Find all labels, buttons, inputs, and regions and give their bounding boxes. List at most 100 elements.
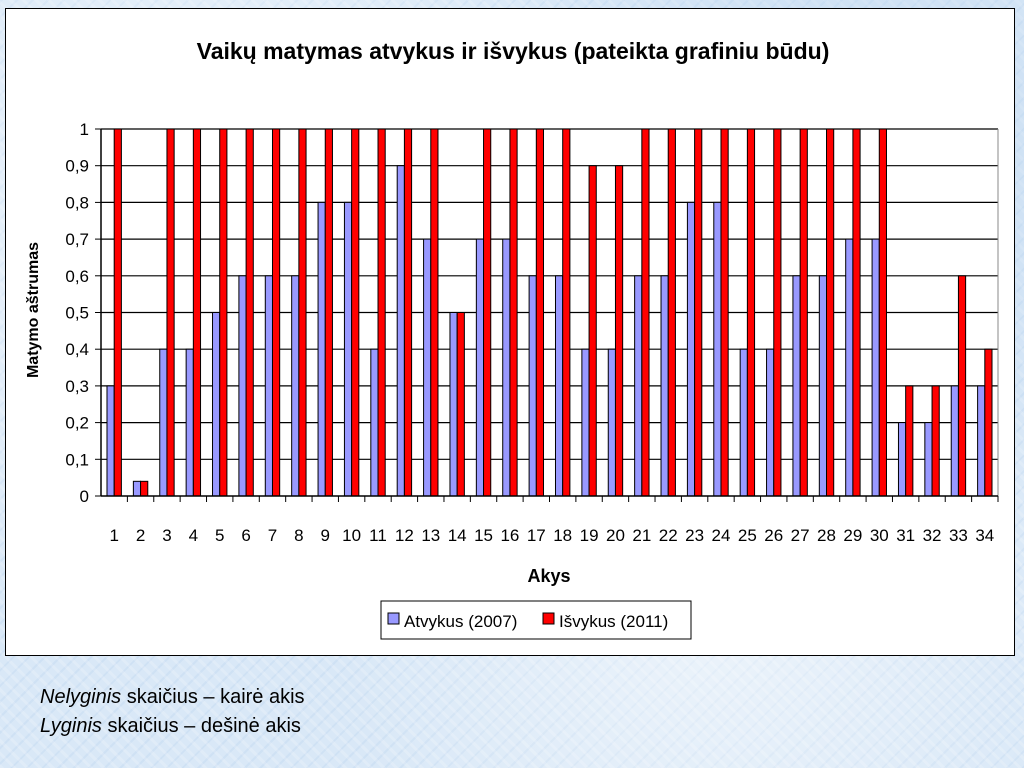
x-tick-label: 18 xyxy=(553,526,572,545)
bar-chart: Vaikų matymas atvykus ir išvykus (pateik… xyxy=(25,38,999,640)
chart-title: Vaikų matymas atvykus ir išvykus (pateik… xyxy=(197,38,830,64)
caption-even-italic: Lyginis xyxy=(40,715,102,737)
bar xyxy=(562,128,571,497)
bar xyxy=(614,165,624,497)
bar xyxy=(185,348,194,497)
bar xyxy=(456,312,465,497)
legend-label-isvykus: Išvykus (2011) xyxy=(559,612,668,631)
bar xyxy=(396,165,405,497)
x-tick-label: 6 xyxy=(241,526,250,545)
x-tick-label: 16 xyxy=(500,526,519,545)
x-tick-label: 21 xyxy=(632,526,651,545)
bar xyxy=(317,201,326,497)
bar xyxy=(667,128,676,497)
bar xyxy=(818,275,828,497)
y-tick-label: 0,9 xyxy=(65,157,89,176)
y-tick-label: 0,1 xyxy=(65,450,89,469)
x-tick-label: 27 xyxy=(791,526,810,545)
bar xyxy=(132,480,142,497)
bar xyxy=(430,128,439,497)
bar xyxy=(931,385,940,497)
bar xyxy=(403,128,413,497)
bar xyxy=(588,165,597,497)
caption-even-text: skaičius – dešinė akis xyxy=(101,715,301,737)
bar xyxy=(298,128,307,497)
bar xyxy=(212,312,221,497)
bar xyxy=(192,128,202,497)
x-tick-label: 28 xyxy=(817,526,836,545)
bar xyxy=(826,128,835,497)
x-tick-label: 32 xyxy=(923,526,942,545)
x-tick-label: 33 xyxy=(949,526,968,545)
bar xyxy=(799,128,808,497)
caption-odd-text: skaičius – kairė akis xyxy=(121,686,305,708)
bar xyxy=(483,128,492,497)
x-tick-label: 14 xyxy=(448,526,467,545)
y-tick-label: 0,8 xyxy=(65,193,89,212)
bar xyxy=(957,275,967,497)
bar xyxy=(660,275,669,497)
bar xyxy=(739,348,748,497)
bar xyxy=(905,385,914,497)
x-tick-label: 3 xyxy=(162,526,171,545)
y-tick-label: 0,7 xyxy=(65,230,89,249)
bar xyxy=(792,275,801,497)
bar xyxy=(324,128,333,497)
x-tick-label: 1 xyxy=(109,526,118,545)
caption-odd-italic: Nelyginis xyxy=(40,686,122,708)
x-tick-label: 9 xyxy=(321,526,330,545)
x-tick-label: 17 xyxy=(527,526,546,545)
x-tick-label: 26 xyxy=(764,526,783,545)
x-tick-label: 34 xyxy=(975,526,994,545)
bar xyxy=(686,201,696,497)
bar xyxy=(343,201,353,497)
x-tick-label: 31 xyxy=(896,526,915,545)
bar xyxy=(746,128,756,497)
legend-swatch-isvykus xyxy=(542,612,555,625)
bar xyxy=(694,128,703,497)
x-tick-label: 4 xyxy=(189,526,198,545)
x-tick-label: 5 xyxy=(215,526,224,545)
bar xyxy=(535,128,545,497)
bar xyxy=(924,422,933,497)
caption-even-number: Lyginis skaičius – dešinė akis xyxy=(40,714,301,738)
y-tick-label: 0 xyxy=(80,487,89,506)
bar xyxy=(264,275,273,497)
bar xyxy=(984,348,993,497)
x-tick-label: 23 xyxy=(685,526,704,545)
y-tick-label: 0,2 xyxy=(65,414,89,433)
bar xyxy=(977,385,986,497)
bar xyxy=(219,128,228,497)
y-axis-label: Matymo aštrumas xyxy=(25,242,42,378)
bar xyxy=(713,201,722,497)
x-tick-label: 30 xyxy=(870,526,889,545)
bar xyxy=(607,348,616,497)
bar xyxy=(449,312,458,497)
bar xyxy=(554,275,564,497)
bar xyxy=(720,128,729,497)
bar xyxy=(897,422,907,497)
bar xyxy=(245,128,254,497)
bar xyxy=(351,128,360,497)
bar xyxy=(423,238,432,497)
bar xyxy=(852,128,861,497)
caption-odd-number: Nelyginis skaičius – kairė akis xyxy=(40,685,305,709)
bar xyxy=(271,128,281,497)
x-tick-label: 15 xyxy=(474,526,493,545)
legend-box xyxy=(380,600,692,640)
bar xyxy=(370,348,379,497)
x-tick-label: 25 xyxy=(738,526,757,545)
bar xyxy=(238,275,247,497)
bar xyxy=(140,480,149,497)
y-tick-label: 0,6 xyxy=(65,267,89,286)
bar xyxy=(871,238,880,497)
bar xyxy=(581,348,590,497)
x-tick-label: 29 xyxy=(843,526,862,545)
x-tick-label: 2 xyxy=(136,526,145,545)
legend-label-atvykus: Atvykus (2007) xyxy=(404,612,517,631)
bar xyxy=(950,385,959,497)
legend-swatch-atvykus xyxy=(387,612,400,625)
bar xyxy=(475,238,485,497)
bar xyxy=(766,348,775,497)
bar xyxy=(528,275,537,497)
